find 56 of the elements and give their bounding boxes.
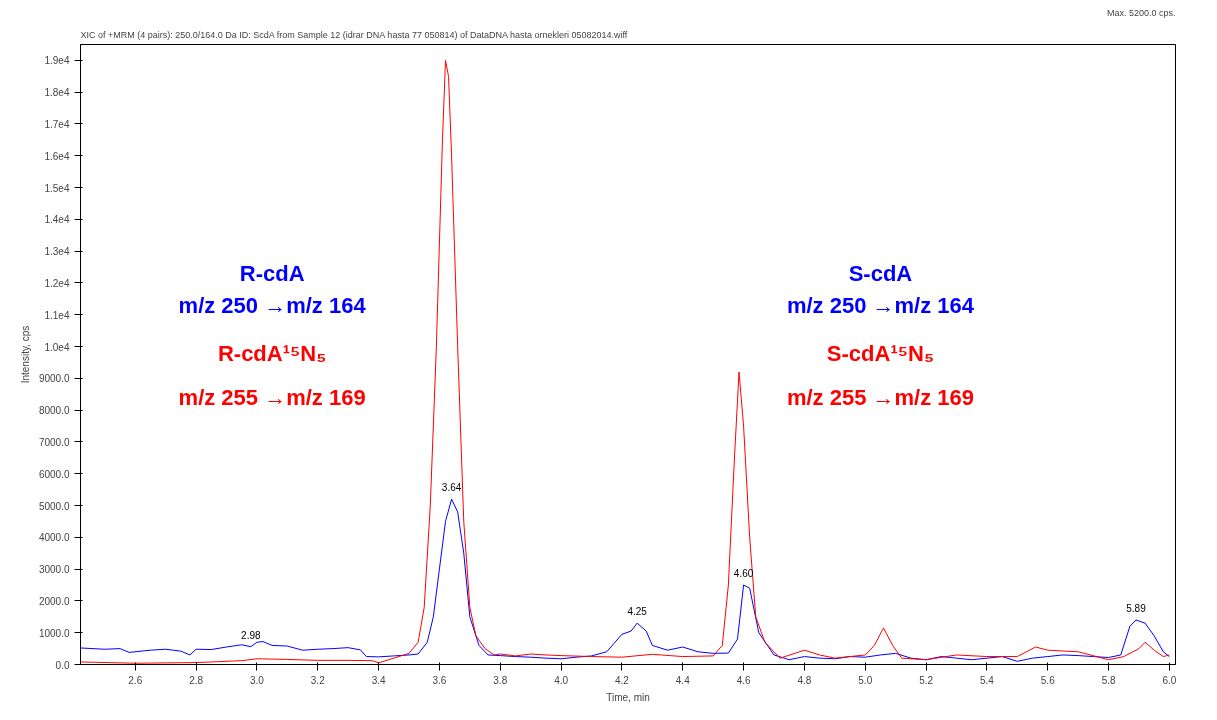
x-tick-label: 3.2 [310, 674, 326, 686]
annotation: S-cdA¹⁵N₅ [826, 340, 935, 366]
y-tick-label: 1.1e4 [44, 309, 70, 321]
x-tick-label: 6.0 [1162, 674, 1177, 686]
x-tick-label: 3.0 [249, 674, 265, 686]
y-tick-label: 1.4e4 [44, 214, 70, 226]
y-tick-label: 1.3e4 [44, 246, 70, 258]
x-tick-label: 4.2 [614, 674, 630, 686]
x-tick-label: 5.6 [1040, 674, 1056, 686]
x-tick-label: 3.8 [493, 674, 508, 686]
x-tick-label: 5.8 [1101, 674, 1116, 686]
y-tick-label: 3000.0 [38, 564, 70, 576]
y-tick-label: 1000.0 [38, 627, 70, 639]
x-tick-label: 4.8 [797, 674, 812, 686]
y-tick-label: 1.6e4 [44, 150, 70, 162]
line-series [80, 59, 1170, 664]
annotation: 5.89 [1126, 602, 1147, 614]
x-tick-label: 4.4 [675, 674, 691, 686]
annotation: R-cdA¹⁵N₅ [217, 340, 327, 366]
x-tick-label: 2.6 [128, 674, 143, 686]
y-tick-label: 1.0e4 [44, 341, 70, 353]
y-tick-label: 2000.0 [38, 595, 70, 607]
y-tick-label: 7000.0 [38, 436, 70, 448]
y-tick-label: 5000.0 [38, 500, 70, 512]
line-series [80, 498, 1170, 662]
y-tick-label: 1.5e4 [44, 182, 70, 194]
x-tick-label: 3.4 [371, 674, 386, 686]
x-tick-label: 5.0 [858, 674, 873, 686]
y-tick-label: 8000.0 [38, 405, 70, 417]
annotation: m/z 255 →m/z 169 [786, 385, 975, 411]
annotation: 4.25 [627, 606, 648, 618]
y-tick-label: 0.0 [55, 659, 70, 671]
annotation: m/z 255 →m/z 169 [178, 385, 366, 411]
y-tick-label: 9000.0 [38, 373, 70, 385]
x-tick-label: 5.4 [979, 674, 995, 686]
x-tick-label: 2.8 [189, 674, 204, 686]
chart-title: XIC of +MRM (4 pairs): 250.0/164.0 Da ID: ScdA from Sample 12 (idrar DNA hasta 77 050814) of DataDNA hasta ornekleri 05082014.wiff [80, 29, 628, 40]
x-tick-label: 3.6 [432, 674, 447, 686]
y-tick-label: 1.9e4 [44, 55, 70, 67]
annotation: m/z 250 →m/z 164 [786, 292, 975, 318]
y-tick-label: 6000.0 [38, 468, 70, 480]
annotation: S-cdA [848, 261, 913, 287]
x-tick-label: 5.2 [919, 674, 934, 686]
x-tick-label: 4.0 [554, 674, 569, 686]
y-tick-label: 1.2e4 [44, 277, 70, 289]
x-axis-title: Time, min [606, 691, 650, 703]
x-tick-label: 4.6 [736, 674, 751, 686]
annotation: 3.64 [441, 482, 462, 494]
y-tick-label: 1.8e4 [44, 87, 70, 99]
y-tick-label: 4000.0 [38, 532, 70, 544]
y-axis-title: Intensity, cps [19, 325, 31, 384]
annotation: 2.98 [241, 629, 261, 641]
text: Max. 5200.0 cps. [1106, 7, 1176, 18]
y-tick-label: 1.7e4 [44, 118, 70, 130]
annotation: m/z 250 →m/z 164 [178, 292, 367, 318]
annotation: R-cdA [239, 261, 305, 287]
